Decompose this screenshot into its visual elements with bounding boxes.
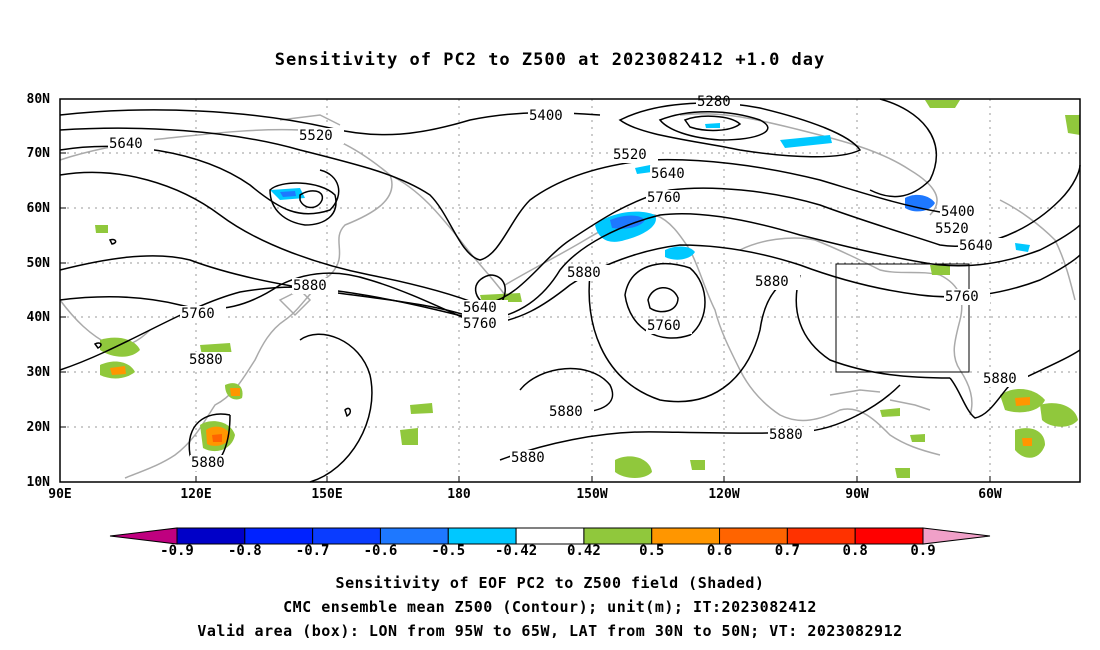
contour-label: 5520: [935, 221, 969, 237]
lon-label: 90E: [48, 487, 72, 502]
chart-title: Sensitivity of PC2 to Z500 at 2023082412…: [274, 50, 826, 70]
contour-label: 5880: [567, 265, 601, 281]
contour-label: 5760: [945, 289, 979, 305]
lon-label: 150E: [311, 487, 343, 502]
colorbar-label: -0.8: [227, 543, 262, 559]
colorbar-label: -0.6: [363, 543, 398, 559]
lat-label: 30N: [26, 365, 50, 380]
contour-label: 5400: [941, 204, 975, 220]
contour-label: 5640: [959, 238, 993, 254]
valid-area-box: [835, 263, 970, 373]
shaded-sensitivity: [95, 100, 1080, 478]
contour-label: 5880: [293, 278, 327, 294]
contour-label: 5880: [769, 427, 803, 443]
contour-label: 5640: [463, 300, 497, 316]
contour-label: 5640: [651, 166, 685, 182]
lon-label: 120W: [708, 487, 740, 502]
lat-label: 40N: [26, 310, 50, 325]
colorbar-label: 0.42: [567, 543, 601, 559]
colorbar-label: -0.7: [295, 543, 330, 559]
colorbar-label: 0.5: [639, 543, 665, 559]
contour-label: 5760: [647, 190, 681, 206]
contour-label: 5880: [755, 274, 789, 290]
colorbar-label: 0.7: [774, 543, 800, 559]
contour-labels: 5280 5400 5520 5520 5640 5640 5760 5400 …: [108, 94, 1028, 471]
contour-label: 5760: [463, 316, 497, 332]
lat-label: 10N: [26, 475, 50, 490]
lat-label: 80N: [26, 92, 50, 107]
contour-label: 5280: [697, 94, 731, 110]
colorbar-label: -0.42: [495, 543, 538, 559]
contour-label: 5880: [983, 371, 1017, 387]
colorbar-label: -0.5: [431, 543, 466, 559]
lon-label: 90W: [845, 487, 869, 502]
lat-label: 20N: [26, 420, 50, 435]
footer-line-3: Valid area (box): LON from 95W to 65W, L…: [197, 622, 903, 640]
colorbar-label: 0.9: [910, 543, 936, 559]
contour-label: 5400: [529, 108, 563, 124]
lon-label: 60W: [978, 487, 1002, 502]
footer-line-1: Sensitivity of EOF PC2 to Z500 field (Sh…: [335, 574, 765, 592]
lat-label: 70N: [26, 146, 50, 161]
contour-label: 5880: [191, 455, 225, 471]
contour-label: 5880: [549, 404, 583, 420]
contour-label: 5760: [647, 318, 681, 334]
footer-line-2: CMC ensemble mean Z500 (Contour); unit(m…: [283, 598, 817, 616]
lon-label: 120E: [180, 487, 212, 502]
contour-label: 5520: [299, 128, 333, 144]
colorbar-label: -0.9: [160, 543, 194, 559]
colorbar-label: 0.6: [706, 543, 733, 559]
colorbar-label: 0.8: [842, 543, 868, 559]
contour-label: 5880: [511, 450, 545, 466]
map-frame: [59, 98, 1081, 483]
contour-label: 5520: [613, 147, 647, 163]
lat-label: 50N: [26, 256, 50, 271]
lat-label: 60N: [26, 201, 50, 216]
contour-label: 5760: [181, 306, 215, 322]
lon-label: 150W: [576, 487, 608, 502]
contour-label: 5640: [109, 136, 143, 152]
lon-label: 180: [447, 487, 471, 502]
contour-label: 5880: [189, 352, 223, 368]
